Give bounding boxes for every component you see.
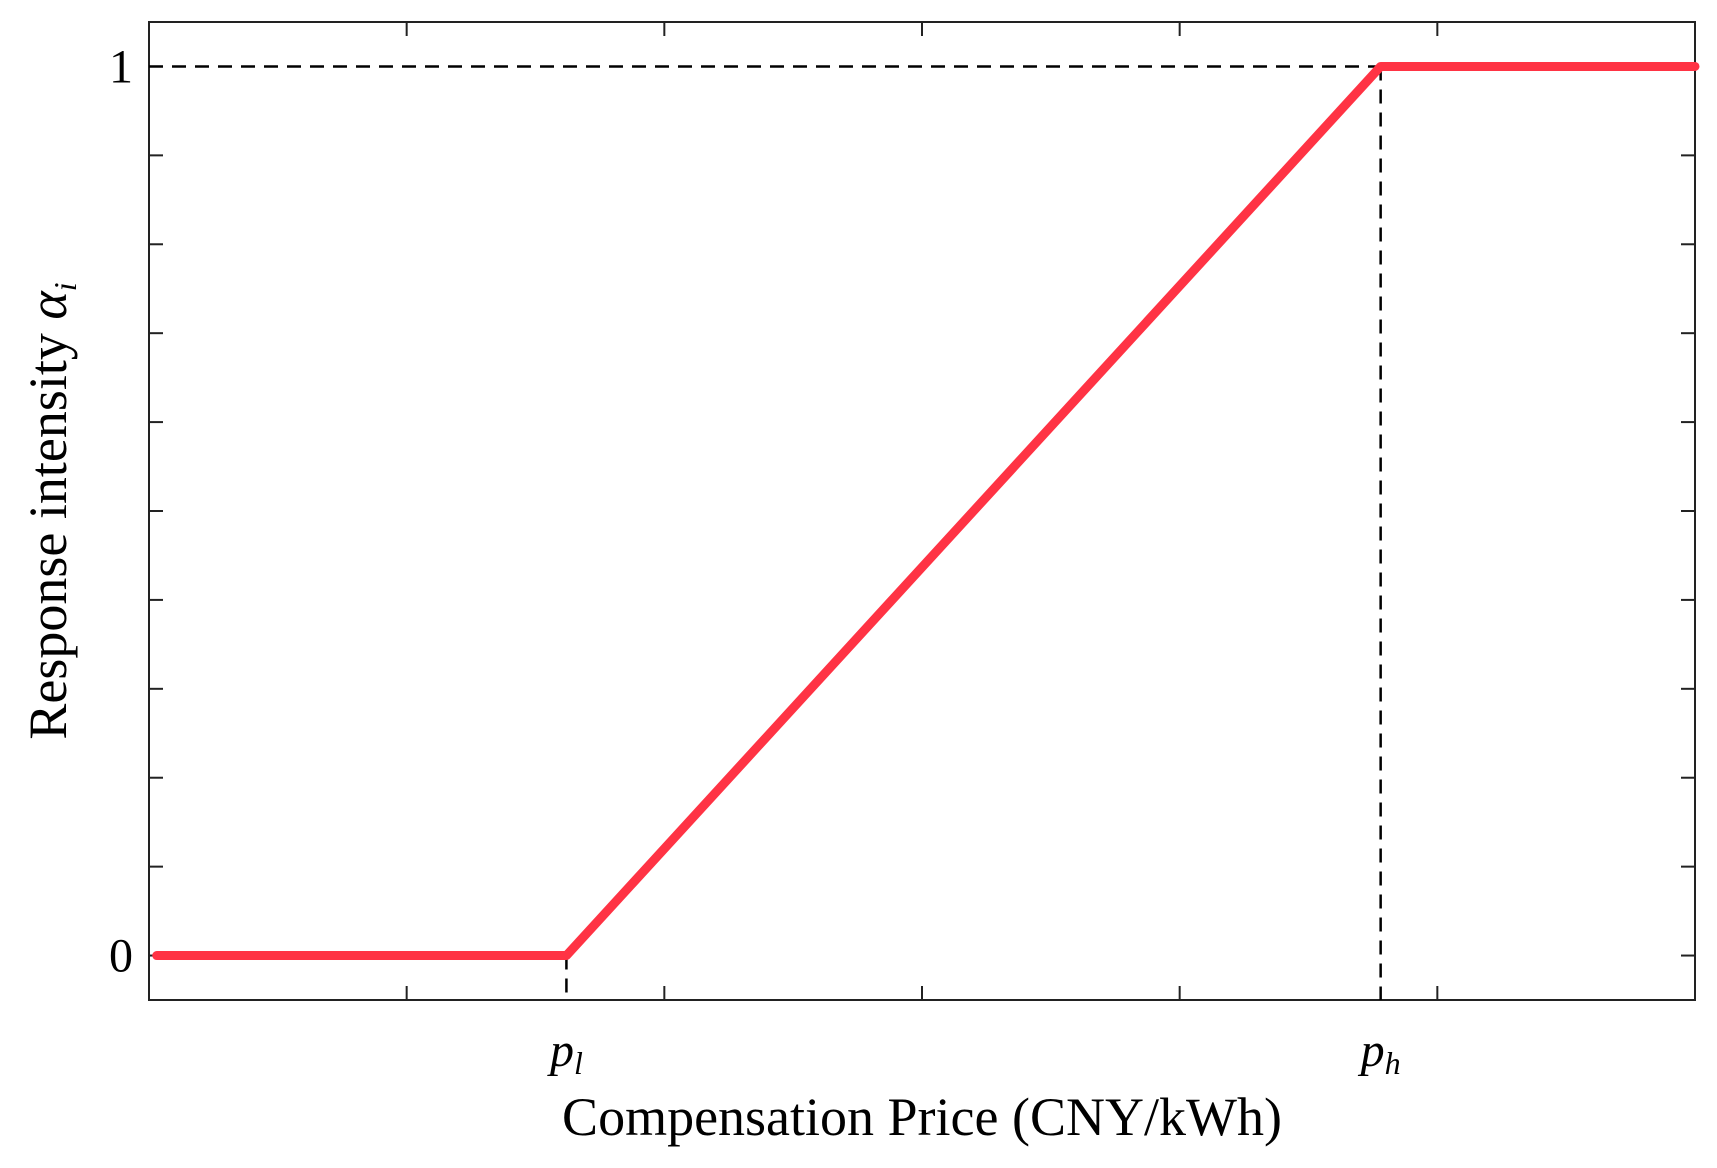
x-axis-label: Compensation Price (CNY/kWh) (562, 1087, 1282, 1147)
y-axis-label-symbol: α (18, 290, 78, 320)
plot-frame (148, 21, 1696, 1001)
x-tick-label-sub: h (1385, 1045, 1401, 1081)
y-tick-label: 0 (109, 930, 133, 983)
y-tick-label: 1 (109, 40, 133, 93)
x-tick-label-main: p (547, 1024, 574, 1077)
y-axis-label-text: Response intensity (18, 333, 78, 739)
data-line (152, 61, 1700, 961)
x-tick-label-main: p (1358, 1024, 1385, 1077)
y-axis-label-sub: i (47, 282, 83, 291)
x-tick-label-sub: l (574, 1045, 583, 1081)
x-tick-label: ph (1358, 1024, 1401, 1081)
y-axis-label: Response intensity αi (18, 282, 83, 739)
x-tick-label: pl (547, 1024, 583, 1081)
